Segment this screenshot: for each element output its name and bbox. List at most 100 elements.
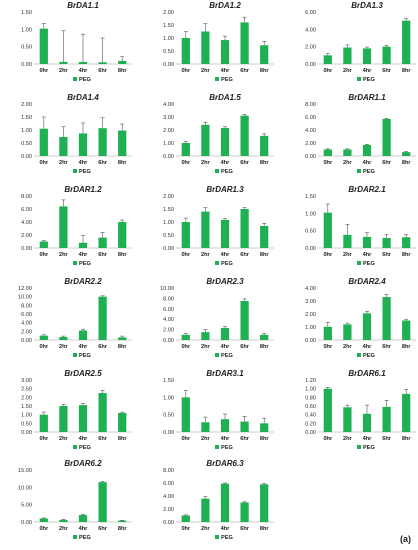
y-tick-label: 0.00 (21, 520, 32, 526)
y-tick-label: 0.50 (305, 229, 316, 235)
x-tick-label: 6hr (382, 344, 392, 350)
chart-panel-brda1-1: BrDA1.1 0.00 0.50 1.00 1.50 0hr 2hr 4hr 6hr 8hr PE… (4, 0, 136, 88)
chart-title: BrDAR6.2 (64, 459, 102, 468)
x-tick-label: 8hr (260, 526, 270, 532)
chart-title: BrDAR6.1 (348, 369, 386, 378)
x-tick-label: 6hr (382, 160, 392, 166)
legend-swatch (215, 445, 219, 449)
y-tick-label: 4.00 (21, 321, 32, 327)
x-tick-label: 8hr (260, 252, 270, 258)
y-tick-label: 1.00 (21, 27, 32, 33)
legend-swatch (215, 353, 219, 357)
x-tick-label: 8hr (118, 160, 128, 166)
x-tick-label: 0hr (39, 160, 49, 166)
y-tick-label: 6.00 (305, 10, 316, 16)
y-tick-label: 4.00 (163, 102, 174, 108)
bar (78, 515, 88, 522)
x-tick-label: 6hr (382, 68, 392, 74)
legend-label: PEG (79, 77, 91, 83)
y-tick-label: 4.00 (21, 220, 32, 226)
y-tick-label: 6.00 (21, 207, 32, 213)
y-tick-label: 1.00 (21, 413, 32, 419)
bar (220, 483, 230, 522)
x-tick-label: 8hr (260, 436, 270, 442)
legend-label: PEG (79, 535, 91, 541)
bar (323, 388, 332, 432)
bar (220, 219, 230, 248)
x-tick-label: 8hr (402, 344, 412, 350)
chart-panel-brdar6-1: BrDAR6.1 0.00 0.20 0.40 0.60 0.80 1.00 1.20 0hr 2… (288, 368, 418, 456)
x-tick-label: 6hr (98, 160, 108, 166)
legend-swatch (73, 445, 77, 449)
bar (78, 133, 88, 156)
x-tick-label: 0hr (181, 68, 191, 74)
legend-label: PEG (363, 445, 375, 451)
chart-svg: BrDAR1.3 0.00 0.50 1.00 1.50 2.00 0hr 2hr 4hr 6hr… (163, 185, 274, 267)
chart-title: BrDA1.2 (209, 1, 241, 10)
chart-panel-brda1-5: BrDA1.5 0.00 1.00 2.00 3.00 4.00 0hr 2hr 4hr 6hr 8… (146, 92, 278, 180)
x-tick-label: 6hr (240, 68, 250, 74)
x-tick-label: 4hr (221, 436, 231, 442)
x-tick-label: 6hr (98, 252, 108, 258)
y-tick-label: 3.00 (305, 299, 316, 305)
bar (59, 137, 68, 156)
y-tick-label: 2.00 (21, 395, 32, 401)
chart-panel-brdar3-1: BrDAR3.1 0.00 0.50 1.00 1.50 0hr 2hr 4hr 6hr 8hr P… (146, 368, 278, 456)
chart-svg: BrDA1.1 0.00 0.50 1.00 1.50 0hr 2hr 4hr 6hr 8hr PE… (21, 1, 132, 83)
bar (201, 124, 210, 156)
x-tick-label: 2hr (59, 344, 69, 350)
y-tick-label: 0.50 (21, 421, 32, 427)
x-tick-label: 0hr (181, 344, 191, 350)
y-tick-label: 3.00 (163, 115, 174, 121)
bar (362, 313, 372, 340)
y-tick-label: 1.20 (305, 378, 316, 384)
y-tick-label: 0.50 (21, 45, 32, 51)
x-tick-label: 4hr (79, 436, 89, 442)
y-tick-label: 4.00 (163, 494, 174, 500)
chart-title: BrDAR2.3 (206, 277, 244, 286)
legend-label: PEG (79, 261, 91, 267)
bar (39, 518, 48, 522)
bar (201, 332, 210, 340)
legend-label: PEG (221, 77, 233, 83)
bar (402, 320, 411, 340)
chart-title: BrDA1.4 (67, 93, 99, 102)
x-tick-label: 6hr (98, 68, 108, 74)
legend-swatch (357, 353, 361, 357)
bar (240, 502, 249, 522)
bar (240, 115, 249, 156)
bar (98, 482, 107, 522)
x-tick-label: 2hr (343, 344, 353, 350)
y-tick-label: 2.00 (163, 194, 174, 200)
x-tick-label: 6hr (382, 436, 392, 442)
y-tick-label: 4.00 (305, 27, 316, 33)
bar (39, 28, 48, 64)
bar (220, 328, 230, 340)
bar (78, 61, 88, 64)
bar (118, 520, 127, 522)
y-tick-label: 0.00 (21, 246, 32, 252)
x-tick-label: 4hr (363, 344, 373, 350)
x-tick-label: 2hr (201, 344, 211, 350)
bar (382, 406, 391, 432)
y-tick-label: 0.20 (305, 421, 316, 427)
bar (343, 234, 352, 248)
y-tick-label: 0.50 (163, 413, 174, 419)
x-tick-label: 0hr (323, 344, 333, 350)
legend-swatch (215, 77, 219, 81)
legend-swatch (73, 353, 77, 357)
chart-title: BrDAR1.3 (206, 185, 244, 194)
chart-panel-brdar6-2: BrDAR6.2 0.00 5.00 10.00 15.00 0hr 2hr 4hr 6hr 8h… (4, 458, 136, 546)
chart-panel-brda1-4: BrDA1.4 0.00 0.50 1.00 1.50 2.00 0hr 2hr 4hr 6hr 8… (4, 92, 136, 180)
bar (343, 47, 352, 64)
legend-label: PEG (221, 353, 233, 359)
legend-swatch (215, 261, 219, 265)
bar (181, 397, 190, 432)
chart-title: BrDAR2.5 (64, 369, 102, 378)
bar (382, 46, 391, 64)
y-tick-label: 1.00 (21, 128, 32, 134)
bar (343, 407, 352, 432)
x-tick-label: 4hr (221, 344, 231, 350)
chart-panel-brdar1-2: BrDAR1.2 0.00 2.00 4.00 6.00 8.00 0hr 2hr 4hr 6hr… (4, 184, 136, 272)
x-tick-label: 8hr (118, 252, 128, 258)
